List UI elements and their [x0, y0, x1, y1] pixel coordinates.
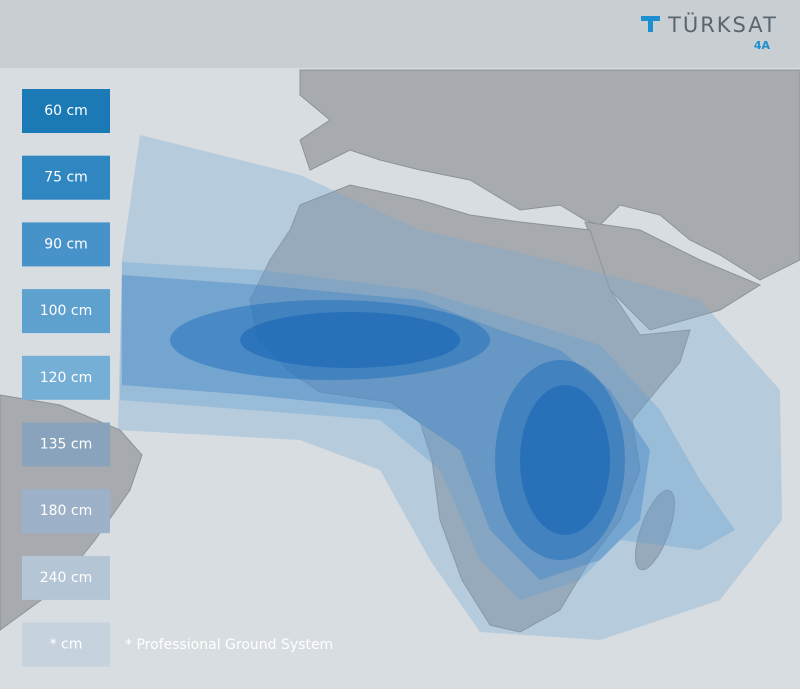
legend-swatch [22, 622, 110, 667]
legend-label: 240 cm [40, 570, 93, 586]
legend-label: 100 cm [40, 303, 93, 319]
legend-label: * cm [50, 637, 83, 653]
legend-label: 135 cm [40, 437, 93, 453]
legend-label: 60 cm [44, 103, 88, 119]
land [584, 221, 762, 331]
legend-swatch [22, 555, 110, 600]
legend-label: 180 cm [40, 503, 93, 519]
model: 4A [754, 39, 771, 52]
legend: 60 cm 75 cm 90 cm 100 cm 120 cm 135 cm 180 cm 2… [22, 89, 110, 667]
legend-swatch [22, 489, 110, 534]
coverage-contour [118, 135, 782, 640]
legend-swatch [22, 422, 110, 467]
legend-swatch [22, 222, 110, 267]
legend-swatch [22, 289, 110, 334]
coverage-contour [240, 312, 460, 368]
footnote: * Professional Ground System [125, 637, 333, 653]
legend-swatch [22, 89, 110, 133]
brand: TÜRKSAT [667, 12, 778, 37]
logo-mark [641, 16, 660, 32]
legend-swatch [22, 155, 110, 200]
legend-label: 90 cm [44, 236, 88, 252]
land [299, 69, 800, 281]
header-bar [0, 0, 800, 68]
legend-swatch [22, 355, 110, 400]
legend-label: 75 cm [44, 170, 88, 186]
coverage-contour [520, 385, 610, 535]
land [635, 489, 675, 571]
legend-label: 120 cm [40, 370, 93, 386]
